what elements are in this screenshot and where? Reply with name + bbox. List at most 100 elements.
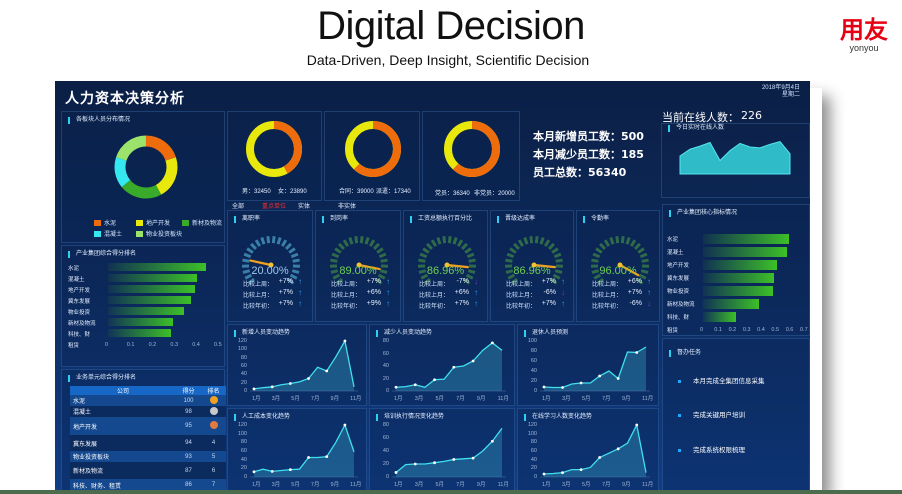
x-tick: 5月	[582, 396, 591, 402]
cell-score: 93	[176, 451, 201, 462]
cell-rank: 4	[201, 435, 226, 451]
filter-entity[interactable]: 实体	[298, 204, 311, 210]
gauge-title: 到岗率	[322, 216, 348, 223]
gauge-value: 89.00%	[339, 265, 377, 277]
arrow-up-icon: ↑	[386, 288, 390, 297]
bar-label: 混凝土	[68, 277, 85, 283]
filter-key-units[interactable]: 重点单位	[262, 204, 287, 210]
arrow-up-icon: ↑	[561, 299, 565, 308]
industry-core-panel: 产业集团核心指标情况 水泥 混凝土 地产开发 冀东发展 物业投资 新材及物流 科技、财 租赁 0…	[662, 204, 810, 336]
col-company: 公司	[70, 386, 177, 395]
x-tick: 1月	[252, 396, 261, 402]
task-label: 完成关键用户培训	[693, 412, 745, 419]
axis-tick: 0.3	[742, 327, 751, 333]
bar-label: 冀东发展	[68, 299, 91, 305]
trend-panel-5: 在线学习人数变化趋势 0 20 40 60 80 100 120 1月 3月 5月 7月 9月 11月	[517, 408, 659, 492]
x-tick: 9月	[330, 482, 340, 488]
arrow-down-icon: ↓	[561, 288, 565, 297]
bar	[703, 260, 778, 270]
table-row[interactable]: 冀东发展 94 4	[70, 435, 226, 451]
y-tick: 100	[527, 430, 537, 437]
trend-panel-4: 培训执行情况变化趋势 0 20 40 60 80 1月 3月 5月 7月 9月 11月	[369, 408, 515, 492]
compare-label: 比较上周：	[331, 282, 362, 288]
industry-score-title: 产业集团综合得分排名	[68, 251, 136, 258]
gauge-value: 86.96%	[426, 265, 465, 277]
compare-label: 比较上月：	[243, 293, 274, 299]
filter-non-entity[interactable]: 非实体	[338, 204, 357, 210]
cell-company: 冀东发展	[70, 435, 177, 451]
gauge-value: 86.96%	[513, 265, 551, 277]
compare-label: 比较上周：	[592, 282, 623, 288]
trend-title: 新增人员变动趋势	[234, 330, 290, 337]
filter-all[interactable]: 全部	[232, 204, 245, 210]
table-row[interactable]: 地产开发 95	[70, 417, 226, 435]
x-tick: 11月	[497, 482, 509, 488]
table-row[interactable]: 新材及物流 87 6	[70, 462, 226, 479]
trend-title: 在线学习人数变化趋势	[524, 414, 592, 421]
task-item-2[interactable]: 完成系统权限梳理	[678, 444, 745, 454]
axis-tick: 0	[105, 342, 109, 348]
cell-rank: 5	[201, 451, 226, 462]
gauge-panel-4: 令勤率 96.00% 比较上周： +6% ↑ 比较上月： +7% ↑ 比较年初： -6% ↓	[576, 210, 660, 322]
bar-label: 地产开发	[667, 263, 690, 269]
cell-company: 地产开发	[70, 417, 177, 435]
legend-label: 混凝土	[104, 232, 123, 238]
table-row[interactable]: 水泥 100	[70, 395, 226, 406]
gauge-panel-0: 离职率 20.00% 比较上周： +7% ↑ 比较上月： +7% ↑ 比较年初： +7% ↑	[227, 210, 313, 322]
y-tick: 120	[237, 422, 247, 428]
axis-tick: 0	[700, 327, 704, 333]
bar	[108, 263, 207, 271]
bar-label: 科技、财	[68, 332, 91, 338]
axis-tick: 0.2	[728, 327, 737, 333]
legend-item-2: 新材及物流	[182, 218, 222, 227]
reduced-employees-label: 本月减少员工数：	[533, 148, 621, 161]
bar-label: 冀东发展	[667, 276, 690, 282]
date-text: 2018年9月4日	[761, 85, 800, 91]
bar	[108, 318, 174, 326]
task-item-0[interactable]: 本月完成全集团信息采集	[678, 375, 765, 385]
bar	[108, 274, 198, 282]
trend-title: 减少人员变动趋势	[376, 330, 432, 337]
gauge-chart	[241, 236, 301, 285]
arrow-up-icon: ↑	[298, 277, 302, 286]
axis-tick: 0.1	[126, 342, 135, 348]
y-tick: 100	[237, 430, 247, 437]
slide-title: Digital Decision	[317, 4, 585, 48]
slide-subtitle: Data-Driven, Deep Insight, Scientific De…	[306, 52, 590, 68]
x-tick: 3月	[414, 396, 424, 402]
gauge-title: 工资总额执行百分比	[410, 216, 472, 223]
ranking-table: 公司 得分 排名 水泥 100 混凝土 98 地产开发 95 冀东发展 94 4 物业投资板块 93…	[70, 386, 226, 491]
x-tick: 1月	[542, 396, 551, 402]
total-employees-value: 56340	[588, 166, 627, 179]
legend-label: 物业投资板块	[146, 232, 183, 238]
business-ranking-panel: 业务单元综合得分排名 公司 得分 排名 水泥 100 混凝土 98 地产开发 95 冀东发展…	[61, 369, 226, 492]
legend-swatch	[136, 219, 143, 226]
trend-title: 退休人员预测	[524, 330, 568, 337]
y-tick: 0	[533, 388, 537, 394]
table-row[interactable]: 科技、财务、租赁 86 7	[70, 479, 226, 491]
compare-value: +7%	[541, 278, 556, 285]
table-row[interactable]: 混凝土 98	[70, 406, 226, 417]
legend-swatch	[94, 219, 101, 226]
bar	[703, 273, 775, 283]
brand-logo-en: yonyou	[849, 43, 879, 53]
cell-rank: 6	[201, 462, 226, 479]
compare-value: -7%	[456, 278, 469, 285]
cell-score: 94	[176, 435, 201, 451]
compare-value: +6%	[627, 278, 642, 285]
axis-tick: 0.5	[214, 342, 222, 348]
compare-value: +7%	[454, 300, 469, 307]
arrow-up-icon: ↑	[647, 277, 651, 286]
gauge-title: 令勤率	[583, 216, 609, 223]
task-item-1[interactable]: 完成关键用户培训	[678, 409, 745, 419]
col-score: 得分	[176, 386, 201, 395]
total-employees-stat: 员工总数：56340	[533, 164, 626, 180]
legend-item-4: 物业投资板块	[136, 229, 182, 238]
x-tick: 11月	[497, 396, 509, 402]
x-tick: 9月	[622, 482, 631, 488]
compare-value: +7%	[278, 300, 293, 307]
donut-label-dispatch: 派遣：17340	[376, 189, 411, 195]
trend-panel-1: 减少人员变动趋势 0 20 40 60 80 1月 3月 5月 7月 9月 11月	[369, 324, 515, 406]
compare-label: 比较上周：	[419, 282, 450, 288]
table-row[interactable]: 物业投资板块 93 5	[70, 451, 226, 462]
